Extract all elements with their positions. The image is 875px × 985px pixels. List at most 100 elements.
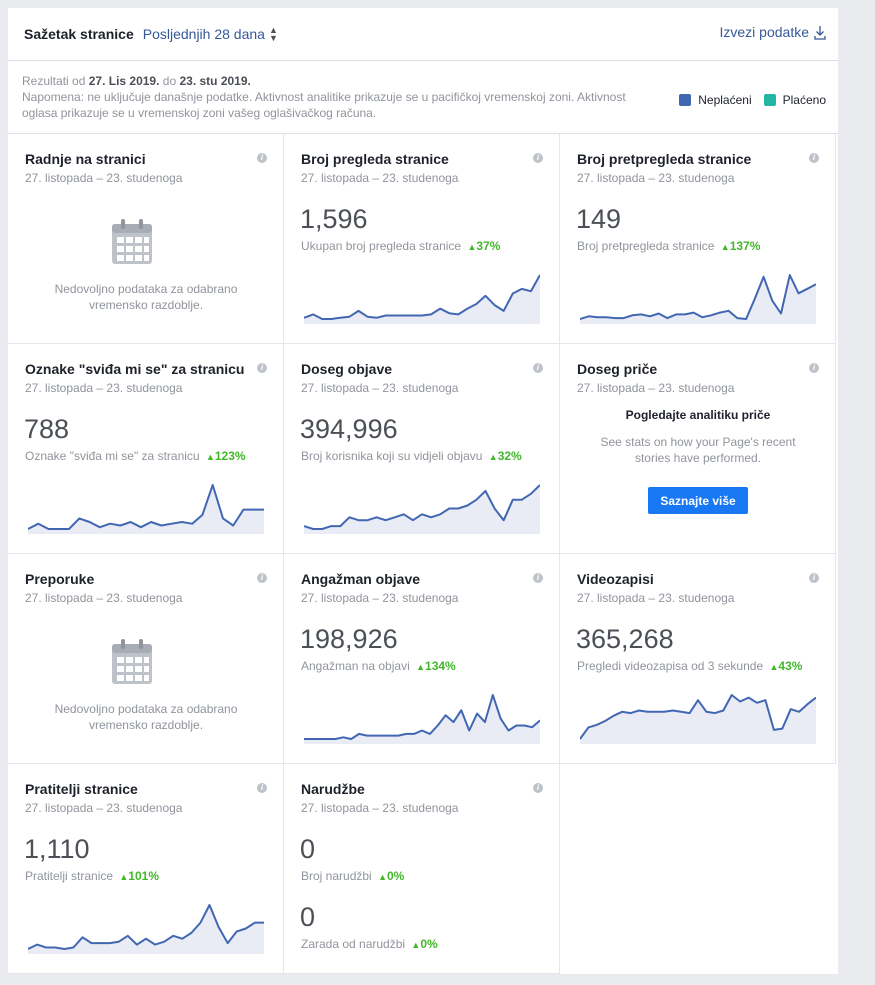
card-post-reach[interactable]: Doseg objave 27. listopada – 23. studeno… xyxy=(284,344,560,554)
metric-label-row: Oznake "sviđa mi se" za stranicu ▲123% xyxy=(25,449,246,463)
info-icon[interactable]: i xyxy=(533,153,543,163)
card-title: Videozapisi xyxy=(577,571,654,587)
card-date: 27. listopada – 23. studenoga xyxy=(577,381,735,395)
card-recommendations[interactable]: Preporuke 27. listopada – 23. studenoga … xyxy=(8,554,284,764)
delta-value: 134% xyxy=(425,659,456,673)
up-arrow-icon: ▲ xyxy=(769,662,779,672)
delta-value: 0% xyxy=(420,937,438,951)
info-icon[interactable]: i xyxy=(257,573,267,583)
metric-label-row: Broj korisnika koji su vidjeli objavu ▲3… xyxy=(301,449,522,463)
card-title: Radnje na stranici xyxy=(25,151,146,167)
delta-badge: ▲37% xyxy=(467,239,500,253)
sparkline xyxy=(304,694,540,744)
sparkline-area xyxy=(580,275,816,324)
results-date-to: 23. stu 2019. xyxy=(179,74,251,88)
delta-value: 0% xyxy=(386,869,405,883)
sparkline-area xyxy=(580,695,816,744)
info-icon[interactable]: i xyxy=(257,783,267,793)
sparkline xyxy=(304,484,540,534)
legend: Neplaćeni Plaćeno xyxy=(667,92,826,108)
results-date-from: 27. Lis 2019. xyxy=(88,74,160,88)
info-icon[interactable]: i xyxy=(533,573,543,583)
sparkline-line xyxy=(580,694,816,740)
results-prefix: Rezultati od xyxy=(22,74,86,88)
card-date: 27. listopada – 23. studenoga xyxy=(25,171,183,185)
delta-badge: ▲137% xyxy=(721,239,761,253)
sparkline-line xyxy=(304,274,540,320)
card-page-previews[interactable]: Broj pretpregleda stranice 27. listopada… xyxy=(560,134,836,344)
paid-swatch xyxy=(763,94,776,106)
story-heading: Pogledajte analitiku priče xyxy=(625,408,771,422)
card-post-engagement[interactable]: Angažman objave 27. listopada – 23. stud… xyxy=(284,554,560,764)
metric-value: 1,110 xyxy=(24,834,90,864)
sparkline xyxy=(28,904,264,954)
sparkline-area xyxy=(304,695,540,744)
sparkline-area xyxy=(28,485,264,534)
card-title: Pratitelji stranice xyxy=(25,781,138,797)
date-range-label: Posljednjih 28 dana xyxy=(142,26,265,42)
card-page-followers[interactable]: Pratitelji stranice 27. listopada – 23. … xyxy=(8,764,284,974)
sort-arrows-icon: ▲ ▼ xyxy=(268,25,278,43)
unpaid-swatch xyxy=(679,94,692,106)
page-summary-panel: Sažetak stranice Posljednjih 28 dana ▲ ▼ … xyxy=(8,8,838,974)
delta-value: 137% xyxy=(729,239,761,253)
sparkline xyxy=(304,274,540,324)
card-title: Oznake "sviđa mi se" za stranicu xyxy=(25,361,245,377)
legend-item-paid: Plaćeno xyxy=(763,92,826,108)
card-page-views[interactable]: Broj pregleda stranice 27. listopada – 2… xyxy=(284,134,560,344)
info-icon[interactable]: i xyxy=(257,363,267,373)
up-arrow-icon: ▲ xyxy=(378,872,387,882)
learn-more-button[interactable]: Saznajte više xyxy=(648,487,748,514)
info-icon[interactable]: i xyxy=(809,573,819,583)
info-icon[interactable]: i xyxy=(257,153,267,163)
metric-label-row: Broj pretpregleda stranice ▲137% xyxy=(577,239,760,253)
legend-item-unpaid: Neplaćeni xyxy=(679,92,752,108)
card-title: Narudžbe xyxy=(301,781,365,797)
metric-value: 1,596 xyxy=(300,204,368,234)
card-page-actions[interactable]: Radnje na stranici 27. listopada – 23. s… xyxy=(8,134,284,344)
sparkline-area xyxy=(304,275,540,324)
card-story-reach: Doseg priče 27. listopada – 23. studenog… xyxy=(560,344,836,554)
metric-value: 365,268 xyxy=(576,624,674,654)
info-icon[interactable]: i xyxy=(809,363,819,373)
metric-value: 198,926 xyxy=(300,624,398,654)
metric-value: 394,996 xyxy=(300,414,398,444)
sparkline-line xyxy=(580,274,816,320)
sparkline xyxy=(580,694,816,744)
card-videos[interactable]: Videozapisi 27. listopada – 23. studenog… xyxy=(560,554,836,764)
info-icon[interactable]: i xyxy=(533,783,543,793)
info-icon[interactable]: i xyxy=(533,363,543,373)
date-range-dropdown[interactable]: Posljednjih 28 dana ▲ ▼ xyxy=(142,25,278,43)
card-title: Angažman objave xyxy=(301,571,421,587)
up-arrow-icon: ▲ xyxy=(205,452,215,462)
metric-label: Zarada od narudžbi xyxy=(301,937,406,951)
metric-label: Oznake "sviđa mi se" za stranicu xyxy=(25,449,200,463)
metric-label: Pratitelji stranice xyxy=(25,869,114,883)
info-icon[interactable]: i xyxy=(809,153,819,163)
metric-label: Ukupan broj pregleda stranice xyxy=(301,239,462,253)
card-date: 27. listopada – 23. studenoga xyxy=(577,171,735,185)
up-arrow-icon: ▲ xyxy=(411,940,421,950)
card-page-likes[interactable]: Oznake "sviđa mi se" za stranicu 27. lis… xyxy=(8,344,284,554)
metric-label-row: Pratitelji stranice ▲101% xyxy=(25,869,159,883)
up-arrow-icon: ▲ xyxy=(416,662,426,672)
sparkline-line xyxy=(28,904,264,950)
up-arrow-icon: ▲ xyxy=(119,872,129,882)
sparkline-area xyxy=(304,485,540,534)
metric-label: Broj pretpregleda stranice xyxy=(577,239,715,253)
export-data-label: Izvezi podatke xyxy=(719,24,810,40)
card-title: Doseg objave xyxy=(301,361,393,377)
sparkline xyxy=(580,274,816,324)
card-orders[interactable]: Narudžbe 27. listopada – 23. studenoga i… xyxy=(284,764,560,974)
orders-revenue-value: 0 xyxy=(300,902,316,932)
delta-value: 43% xyxy=(778,659,803,673)
orders-count-value: 0 xyxy=(300,834,316,864)
metric-label-row: Broj narudžbi ▲0% xyxy=(301,869,404,883)
delta-value: 32% xyxy=(497,449,522,463)
legend-label: Neplaćeni xyxy=(698,93,752,107)
export-data-link[interactable]: Izvezi podatke xyxy=(720,24,827,40)
delta-badge: ▲0% xyxy=(378,869,404,883)
metric-label-row: Pregledi videozapisa od 3 sekunde ▲43% xyxy=(577,659,802,673)
card-date: 27. listopada – 23. studenoga xyxy=(301,381,459,395)
card-title: Preporuke xyxy=(25,571,95,587)
